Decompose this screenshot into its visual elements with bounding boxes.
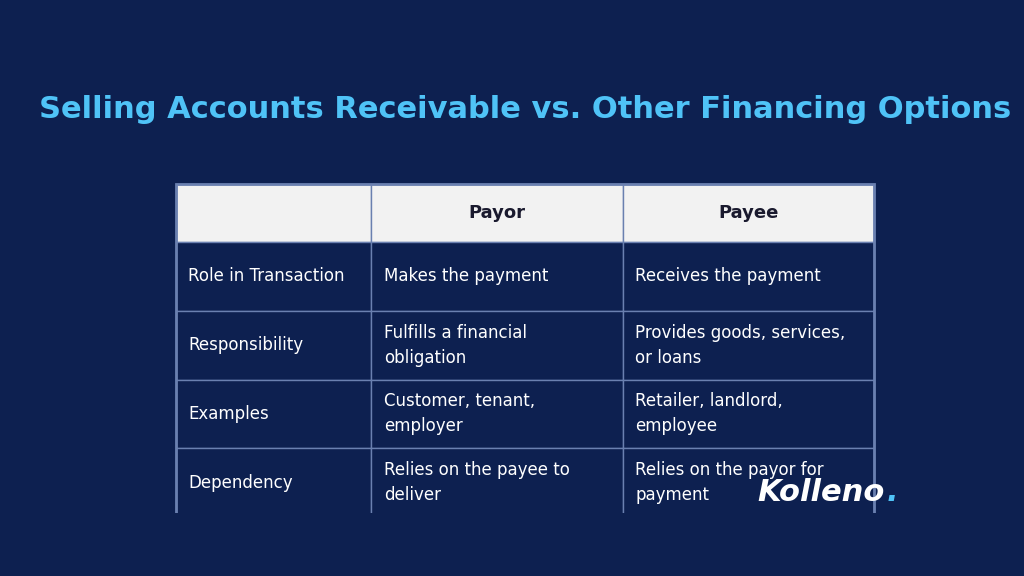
Text: Role in Transaction: Role in Transaction: [188, 267, 345, 286]
Text: Selling Accounts Receivable vs. Other Financing Options: Selling Accounts Receivable vs. Other Fi…: [39, 94, 1011, 123]
FancyBboxPatch shape: [176, 448, 371, 517]
FancyBboxPatch shape: [371, 242, 623, 311]
Text: Fulfills a financial
obligation: Fulfills a financial obligation: [384, 324, 527, 367]
Text: Responsibility: Responsibility: [188, 336, 303, 354]
FancyBboxPatch shape: [371, 380, 623, 448]
Text: Receives the payment: Receives the payment: [635, 267, 821, 286]
FancyBboxPatch shape: [623, 311, 873, 380]
Text: Dependency: Dependency: [188, 473, 293, 492]
Text: Relies on the payee to
deliver: Relies on the payee to deliver: [384, 461, 569, 504]
FancyBboxPatch shape: [176, 311, 371, 380]
FancyBboxPatch shape: [371, 184, 623, 242]
Text: Customer, tenant,
employer: Customer, tenant, employer: [384, 392, 535, 435]
Text: Kolleno: Kolleno: [758, 478, 885, 507]
FancyBboxPatch shape: [623, 242, 873, 311]
FancyBboxPatch shape: [176, 184, 371, 242]
FancyBboxPatch shape: [623, 184, 873, 242]
FancyBboxPatch shape: [371, 448, 623, 517]
Text: Provides goods, services,
or loans: Provides goods, services, or loans: [635, 324, 846, 367]
Text: Payor: Payor: [468, 204, 525, 222]
Text: Relies on the payor for
payment: Relies on the payor for payment: [635, 461, 824, 504]
FancyBboxPatch shape: [623, 448, 873, 517]
Text: Makes the payment: Makes the payment: [384, 267, 548, 286]
FancyBboxPatch shape: [176, 242, 371, 311]
FancyBboxPatch shape: [623, 380, 873, 448]
Text: Retailer, landlord,
employee: Retailer, landlord, employee: [635, 392, 783, 435]
Text: Examples: Examples: [188, 405, 269, 423]
FancyBboxPatch shape: [371, 311, 623, 380]
FancyBboxPatch shape: [176, 380, 371, 448]
Text: Payee: Payee: [718, 204, 778, 222]
Text: .: .: [887, 478, 898, 507]
